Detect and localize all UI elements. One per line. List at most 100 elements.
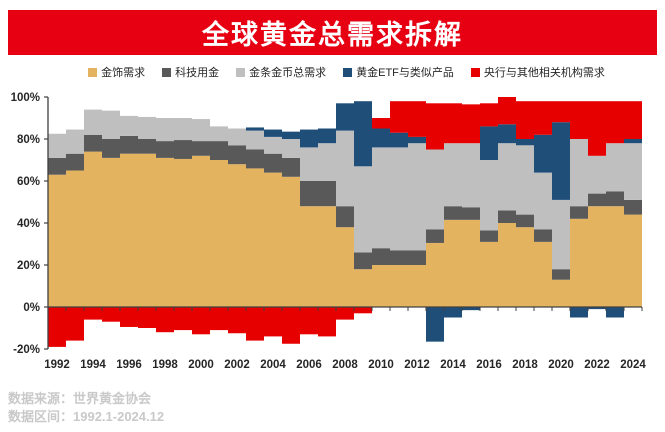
bar-segment xyxy=(390,265,408,307)
bar-segment xyxy=(156,157,174,307)
bar-segment xyxy=(354,269,372,307)
bar-segment xyxy=(534,172,552,230)
bar-segment xyxy=(444,206,462,220)
bar-segment xyxy=(372,147,390,249)
bar-segment xyxy=(120,307,138,327)
bar-segment xyxy=(264,307,282,337)
bar-segment xyxy=(264,136,282,154)
footer: 数据来源：世界黄金协会 数据区间：1992.1-2024.12 xyxy=(8,390,164,426)
bar-segment xyxy=(444,307,462,318)
x-tick-label: 2002 xyxy=(224,359,250,371)
bar-segment xyxy=(570,307,588,318)
bar-segment xyxy=(390,132,408,148)
range-line: 数据区间：1992.1-2024.12 xyxy=(8,409,165,424)
bar-segment xyxy=(606,191,624,207)
bar-segment xyxy=(354,307,372,314)
bar-segment xyxy=(372,265,390,307)
x-tick-label: 2006 xyxy=(296,359,322,371)
legend-swatch-icon xyxy=(470,67,480,77)
x-tick-label: 2022 xyxy=(584,359,610,371)
bar-segment xyxy=(516,145,534,215)
bar-segment xyxy=(102,307,120,322)
bar-segment xyxy=(426,307,444,342)
bar-segment xyxy=(210,141,228,160)
bar-segment xyxy=(354,166,372,253)
bar-segment xyxy=(84,151,102,307)
bar-segment xyxy=(318,181,336,207)
bar-segment xyxy=(534,229,552,242)
bar-segment xyxy=(300,147,318,181)
bar-segment xyxy=(552,101,570,123)
bar-segment xyxy=(588,155,606,194)
bar-segment xyxy=(282,131,300,139)
bar-segment xyxy=(66,170,84,307)
bar-segment xyxy=(228,145,246,165)
bar-segment xyxy=(318,307,336,337)
bar-segment xyxy=(408,143,426,251)
bar-segment xyxy=(426,149,444,230)
bar-segment xyxy=(516,101,534,139)
bar-segment xyxy=(552,199,570,270)
bar-segment xyxy=(498,223,516,307)
bar-segment xyxy=(606,307,624,318)
bar-segment xyxy=(624,101,642,139)
bar-segment xyxy=(606,143,624,192)
bar-segment xyxy=(264,129,282,137)
bar-segment xyxy=(462,219,480,307)
legend-item: 央行与其他相关机构需求 xyxy=(470,64,605,80)
bar-segment xyxy=(210,160,228,307)
x-tick-label: 2024 xyxy=(620,359,646,371)
bar-segment xyxy=(552,279,570,307)
bar-segment xyxy=(480,103,498,127)
bar-segment xyxy=(588,193,606,207)
bar-segment xyxy=(336,130,354,207)
bar-segment xyxy=(480,241,498,307)
bar-segment xyxy=(300,129,318,148)
bar-segment xyxy=(120,115,138,136)
bar-segment xyxy=(426,103,444,150)
bar-segment xyxy=(336,206,354,228)
legend-label: 金条金币总需求 xyxy=(249,67,327,79)
bar-segment xyxy=(480,230,498,242)
bar-segment xyxy=(156,141,174,158)
bar-segment xyxy=(192,141,210,156)
bar-segment xyxy=(570,139,588,207)
bar-segment xyxy=(246,149,264,169)
bar-segment xyxy=(138,307,156,328)
y-tick-label: 0% xyxy=(23,302,40,314)
legend-item: 金条金币总需求 xyxy=(236,64,326,80)
bar-segment xyxy=(552,269,570,280)
bar-segment xyxy=(534,101,552,135)
bar-segment xyxy=(480,126,498,160)
bar-segment xyxy=(228,307,246,334)
bar-segment xyxy=(462,143,480,208)
bar-segment xyxy=(426,229,444,243)
bar-segment xyxy=(624,199,642,215)
bar-segment xyxy=(138,116,156,139)
bar-segment xyxy=(66,129,84,154)
bar-segment xyxy=(588,206,606,307)
legend-label: 科技用金 xyxy=(175,67,220,79)
x-tick-label: 1992 xyxy=(44,359,70,371)
bar-segment xyxy=(372,128,390,148)
bar-segment xyxy=(408,136,426,144)
x-tick-label: 1996 xyxy=(116,359,142,371)
bar-segment xyxy=(624,139,642,144)
bar-segment xyxy=(246,307,264,341)
bar-segment xyxy=(354,252,372,270)
bar-segment xyxy=(462,207,480,220)
bar-segment xyxy=(624,214,642,307)
bar-segment xyxy=(588,307,606,310)
bar-segment xyxy=(408,250,426,265)
bar-segment xyxy=(534,134,552,173)
x-tick-label: 2014 xyxy=(440,359,466,371)
bar-segment xyxy=(246,130,264,150)
bar-segment xyxy=(282,139,300,158)
bar-segment xyxy=(318,128,336,144)
bar-segment xyxy=(444,143,462,207)
bar-segment xyxy=(336,227,354,307)
bar-segment xyxy=(228,164,246,307)
bar-segment xyxy=(516,214,534,228)
bar-segment xyxy=(300,181,318,207)
